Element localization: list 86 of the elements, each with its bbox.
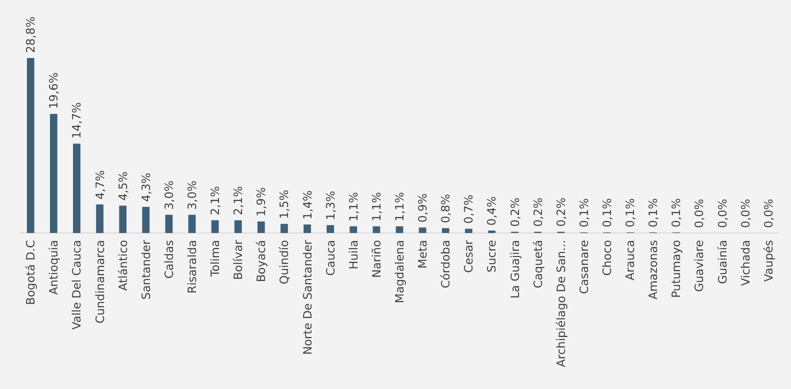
x-tick-label: Santander — [138, 240, 153, 300]
bar — [442, 228, 450, 233]
data-label: 2,1% — [231, 186, 246, 216]
bar — [96, 204, 104, 233]
x-tick-label: Magdalena — [392, 240, 406, 304]
data-label: 1,3% — [323, 190, 338, 220]
bar — [211, 220, 219, 233]
data-label: 1,4% — [300, 190, 314, 220]
bar — [234, 220, 242, 233]
data-label: 0,0% — [738, 198, 752, 228]
data-label: 0,1% — [669, 198, 684, 228]
bar — [350, 226, 358, 233]
x-tick-label: Bogotá D.C — [24, 240, 38, 306]
x-tick-label: Caquetá — [530, 240, 545, 288]
x-tick-label: Cundinamarca — [92, 240, 107, 324]
x-tick-label: Huila — [346, 240, 360, 270]
x-tick-label: Vichada — [738, 240, 752, 286]
x-tick-label: Amazonas — [646, 240, 660, 300]
bar — [304, 224, 311, 233]
x-tick-label: Cesar — [462, 240, 476, 273]
bar — [280, 224, 288, 233]
x-tick-label: Tolima — [208, 240, 222, 278]
data-label: 0,0% — [715, 198, 730, 228]
data-label: 4,3% — [138, 172, 153, 202]
x-tick-label: Vaupés — [761, 240, 776, 282]
x-tick-label: Antioquia — [46, 240, 61, 295]
x-tick-label: Nariño — [369, 240, 384, 278]
data-label: 1,9% — [254, 187, 268, 216]
x-tick-label: Putumayo — [669, 240, 684, 298]
x-tick-label: Atlántico — [116, 240, 130, 291]
bar — [50, 114, 58, 233]
bar — [26, 58, 34, 233]
data-label: 3,0% — [184, 180, 199, 210]
bar — [326, 225, 334, 233]
data-label: 0,0% — [692, 198, 706, 228]
x-tick-label: Meta — [416, 240, 430, 269]
data-label: 0,1% — [646, 198, 660, 228]
data-label: 0,2% — [530, 197, 545, 227]
x-tick-label: Choco — [600, 240, 614, 276]
bar — [188, 214, 196, 233]
data-label: 1,1% — [346, 192, 360, 222]
x-tick-label: Guainía — [715, 240, 730, 284]
x-tick-label: Norte De Santander — [300, 240, 314, 355]
data-label: 4,5% — [116, 171, 130, 201]
data-label: 2,1% — [208, 186, 222, 216]
data-label: 1,5% — [277, 190, 292, 219]
data-label: 0,8% — [438, 194, 453, 224]
x-tick-label: La Guajira — [508, 240, 522, 299]
x-tick-label: Archipiélago De San... — [554, 240, 568, 368]
bar — [73, 144, 80, 233]
data-label: 1,1% — [369, 192, 384, 222]
x-tick-label: Cauca — [323, 240, 338, 276]
data-label: 0,4% — [484, 196, 499, 226]
x-tick-label: Valle Del Cauca — [70, 240, 84, 330]
bar — [464, 228, 472, 233]
bar — [142, 206, 150, 233]
data-label: 0,0% — [761, 198, 776, 228]
data-label: 0,1% — [623, 198, 638, 228]
bar — [119, 206, 127, 233]
x-tick-label: Casanare — [576, 240, 591, 294]
x-tick-label: Arauca — [623, 240, 638, 280]
data-label: 0,7% — [462, 194, 476, 224]
x-tick-label: Bolívar — [231, 240, 246, 280]
x-tick-label: Quindío — [277, 240, 292, 284]
data-label: 0,9% — [416, 193, 430, 223]
bar — [418, 228, 426, 233]
bar — [396, 226, 404, 233]
data-label: 4,7% — [92, 170, 107, 200]
bar — [257, 221, 265, 233]
bar — [372, 226, 380, 233]
x-tick-label: Sucre — [484, 240, 499, 272]
data-label: 0,1% — [600, 198, 614, 228]
x-tick-label: Guaviare — [692, 240, 706, 292]
data-label: 0,1% — [576, 198, 591, 228]
data-label: 3,0% — [162, 180, 176, 210]
data-label: 14,7% — [70, 102, 84, 139]
x-tick-label: Caldas — [162, 240, 176, 279]
data-label: 19,6% — [46, 72, 61, 109]
data-label: 28,8% — [24, 16, 38, 53]
x-tick-label: Córdoba — [438, 240, 453, 288]
data-label: 0,2% — [508, 197, 522, 227]
x-tick-label: Risaralda — [184, 240, 199, 294]
data-label: 1,1% — [392, 192, 406, 222]
x-tick-label: Boyacá — [254, 240, 268, 282]
data-label: 0,2% — [554, 197, 568, 227]
bar — [165, 214, 173, 233]
